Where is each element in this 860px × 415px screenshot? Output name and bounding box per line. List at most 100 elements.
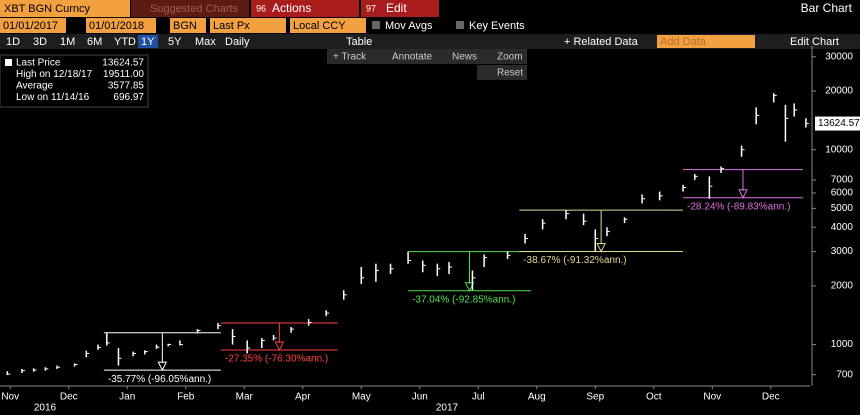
currency-field[interactable]: [290, 18, 366, 33]
y-tick-label: 5000: [831, 203, 854, 214]
add-data-field[interactable]: [657, 35, 755, 48]
drawdown-label: -35.77% (-96.05%ann.): [108, 374, 211, 385]
legend-value: 13624.57: [102, 58, 144, 69]
security: XBT BGN Curncy: [4, 3, 90, 15]
y-tick-label: 7000: [831, 175, 854, 186]
actions-num: 96: [256, 3, 266, 13]
selected-period: [138, 35, 158, 48]
checkbox[interactable]: [372, 21, 380, 29]
arrow-head: [738, 189, 748, 199]
tool[interactable]: Annotate: [392, 52, 432, 63]
x-tick-label: Aug: [528, 392, 546, 403]
x-tick-label: May: [352, 392, 371, 403]
x-tick-label: Jun: [412, 392, 428, 403]
period[interactable]: Max: [195, 36, 216, 48]
year-label: 2016: [34, 403, 57, 414]
legend-swatch: [5, 59, 12, 66]
edit-button[interactable]: [361, 0, 439, 17]
last-price-label: 13624.57: [818, 118, 860, 129]
last-price-tag: [815, 116, 860, 131]
tool[interactable]: News: [452, 52, 477, 63]
period[interactable]: 3D: [33, 36, 47, 48]
x-tick-label: Dec: [60, 392, 78, 403]
x-tick-label: Nov: [703, 392, 721, 403]
source: BGN: [173, 20, 197, 32]
legend-label: Last Price: [16, 58, 61, 69]
arrow-head: [274, 341, 285, 352]
x-tick-label: Dec: [762, 392, 780, 403]
mov-avgs: Mov Avgs: [385, 20, 433, 32]
x-tick-label: Mar: [236, 392, 254, 403]
period[interactable]: 1M: [60, 36, 75, 48]
arrow-head: [157, 361, 168, 372]
edit-num: 97: [366, 3, 376, 13]
drawdown-label: -37.04% (-92.85%ann.): [412, 294, 515, 305]
period[interactable]: 6M: [87, 36, 102, 48]
actions-button[interactable]: [251, 0, 359, 17]
actions: Actions: [272, 1, 311, 15]
security-field[interactable]: [0, 0, 130, 17]
period[interactable]: YTD: [114, 36, 136, 48]
add-data: Add Data: [660, 36, 707, 48]
field: Last Px: [213, 20, 250, 32]
currency: Local CCY: [293, 20, 346, 32]
y-tick-label: 2000: [831, 281, 854, 292]
reset-bar: [477, 65, 527, 80]
suggested-button[interactable]: [131, 0, 249, 17]
arrow-head: [464, 282, 475, 292]
legend-label: Average: [16, 81, 54, 92]
frequency[interactable]: Daily: [225, 36, 250, 48]
end-date-field[interactable]: [86, 18, 156, 33]
x-tick-label: Oct: [646, 392, 662, 403]
drawdown-label: -27.35% (-76.30%ann.): [225, 354, 328, 365]
y-tick-label: 700: [836, 369, 853, 380]
y-tick-label: 10000: [825, 144, 853, 155]
legend-value: 19511.00: [103, 69, 144, 80]
source-field[interactable]: [170, 18, 206, 33]
tool[interactable]: Reset: [497, 68, 523, 79]
x-tick-label: Sep: [586, 392, 604, 403]
x-tick-label: Jan: [119, 392, 135, 403]
drawdown-label: -28.24% (-89.83%ann.): [687, 201, 790, 212]
edit-chart[interactable]: Edit Chart: [790, 36, 839, 48]
legend-value: 696.97: [113, 92, 144, 103]
x-tick-label: Jul: [472, 392, 485, 403]
year-label: 2017: [436, 403, 459, 414]
related[interactable]: + Related Data: [564, 36, 639, 48]
start-date: 01/01/2017: [3, 20, 58, 32]
legend-value: 3577.85: [108, 81, 145, 92]
chart-kind: Bar Chart: [801, 1, 853, 15]
period[interactable]: 1D: [6, 36, 20, 48]
table[interactable]: Table: [346, 36, 372, 48]
chart: 700 1000 2000 3000 4000 5000 6000 7000 10000 2000…: [0, 46, 860, 414]
y-tick-label: 30000: [825, 51, 853, 62]
end-date: 01/01/2018: [89, 20, 144, 32]
legend-box: [0, 54, 149, 108]
y-tick-label: 4000: [831, 222, 854, 233]
periods: 1D 3D 1M 6M YTD 1Y 5Y Max: [6, 35, 216, 48]
drawdown-label: -38.67% (-91.32%ann.): [523, 255, 626, 266]
x-tick-label: Apr: [295, 392, 311, 403]
y-tick-label: 1000: [831, 339, 854, 350]
suggested: Suggested Charts: [150, 3, 239, 15]
tool[interactable]: Zoom: [497, 52, 523, 63]
period-bar: [0, 34, 860, 49]
tool-bar: [327, 49, 527, 64]
edit: Edit: [386, 1, 407, 15]
legend-label: High on 12/18/17: [16, 69, 93, 80]
x-tick-label: Nov: [1, 392, 19, 403]
arrow-head: [596, 242, 606, 253]
period[interactable]: 1Y: [141, 36, 155, 48]
y-tick-label: 3000: [831, 246, 854, 257]
y-tick-label: 20000: [825, 86, 853, 97]
period[interactable]: 5Y: [168, 36, 182, 48]
key-events: Key Events: [469, 20, 525, 32]
field-field[interactable]: [210, 18, 286, 33]
y-tick-label: 6000: [831, 188, 854, 199]
checkbox[interactable]: [456, 21, 464, 29]
tool[interactable]: + Track: [333, 52, 367, 63]
start-date-field[interactable]: [0, 18, 66, 33]
x-tick-label: Feb: [177, 392, 195, 403]
legend-label: Low on 11/14/16: [16, 92, 90, 103]
